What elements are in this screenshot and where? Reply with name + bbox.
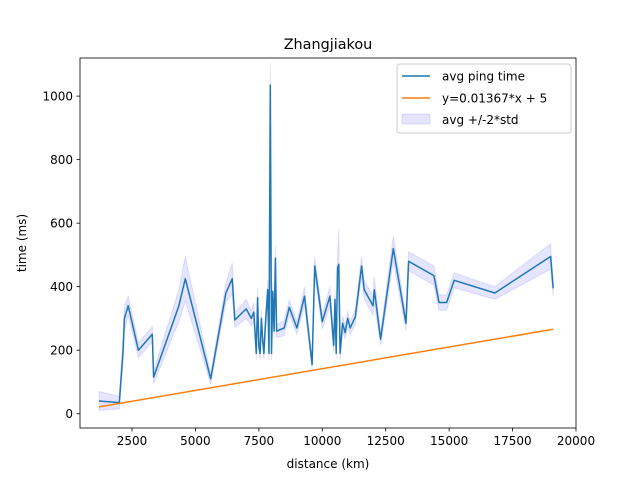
x-tick-label: 7500 — [244, 434, 275, 448]
x-tick-label: 12500 — [367, 434, 405, 448]
x-tick-label: 5000 — [180, 434, 211, 448]
legend: avg ping time y=0.01367*x + 5 avg +/-2*s… — [396, 63, 572, 134]
legend-frame — [396, 63, 572, 134]
plot-frame — [79, 57, 577, 429]
y-tick-label: 600 — [50, 217, 73, 231]
y-tick-label: 0 — [65, 407, 73, 421]
fit-line — [98, 328, 554, 408]
avg-ping-time-line — [98, 84, 554, 404]
y-axis-label: time (ms) — [15, 214, 29, 272]
y-tick-label: 200 — [50, 344, 73, 358]
legend-label-avg-ping-time: avg ping time — [442, 70, 525, 84]
x-axis-label: distance (km) — [287, 457, 370, 471]
x-tick-label: 2500 — [117, 434, 148, 448]
legend-swatch-std-band — [401, 113, 431, 125]
x-tick-label: 15000 — [430, 434, 468, 448]
x-tick-label: 17500 — [493, 434, 531, 448]
y-tick-label: 400 — [50, 280, 73, 294]
y-tick-label: 1000 — [42, 90, 73, 104]
x-tick-label: 20000 — [557, 434, 595, 448]
legend-label-std-band: avg +/-2*std — [442, 113, 519, 127]
y-tick-label: 800 — [50, 153, 73, 167]
chart-title: Zhangjiakou — [284, 37, 373, 53]
x-tick-label: 10000 — [303, 434, 341, 448]
plot-area: 2500 5000 7500 10000 12500 15000 17500 20000 0 20… — [42, 57, 595, 448]
legend-label-fit-line: y=0.01367*x + 5 — [442, 92, 547, 106]
